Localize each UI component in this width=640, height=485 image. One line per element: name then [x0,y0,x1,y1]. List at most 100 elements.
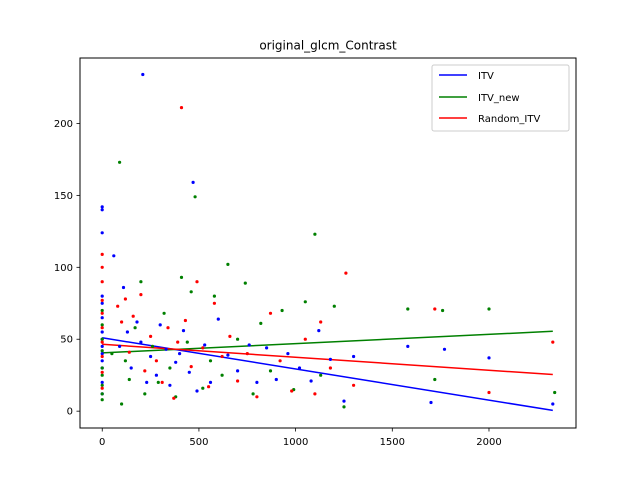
point-0-35 [208,380,213,384]
point-0-8 [100,344,104,348]
point-1-9 [110,352,114,356]
x-tick-label-3: 1500 [380,437,405,448]
point-1-31 [236,337,240,341]
point-2-1 [100,265,104,269]
point-2-32 [236,379,240,383]
point-1-4 [100,366,104,370]
point-0-49 [352,354,356,359]
point-0-25 [158,323,162,327]
point-0-33 [195,389,199,393]
point-0-37 [226,353,230,357]
point-0-2 [100,231,104,235]
point-0-36 [216,317,220,321]
chart-title: original_glcm_Contrast [259,39,397,53]
point-1-34 [259,321,263,325]
point-0-12 [100,380,104,384]
point-1-24 [189,290,193,294]
point-1-33 [251,392,255,396]
point-1-17 [150,344,155,348]
point-2-20 [166,326,170,330]
point-2-8 [100,370,104,374]
point-1-19 [162,311,166,315]
point-2-23 [179,106,184,110]
point-2-21 [172,396,176,400]
point-1-32 [243,281,247,285]
point-0-42 [274,377,278,382]
point-0-19 [135,320,139,324]
point-2-28 [207,385,211,389]
point-2-4 [100,311,104,315]
point-0-21 [141,72,145,77]
point-0-20 [139,340,143,344]
point-2-25 [189,365,193,369]
point-1-22 [179,275,184,279]
point-0-34 [203,343,207,347]
point-0-39 [247,343,251,347]
point-1-13 [127,377,131,382]
point-2-22 [176,340,180,344]
y-tick-label-1: 50 [60,335,73,346]
point-2-7 [100,354,104,359]
point-1-1 [100,323,104,327]
point-0-32 [191,180,195,184]
point-2-2 [100,280,104,284]
point-1-20 [168,366,172,370]
y-tick-label-4: 200 [54,119,73,130]
point-0-44 [297,366,302,370]
point-1-44 [433,377,437,382]
point-1-8 [100,398,104,402]
point-0-18 [129,366,133,370]
point-0-17 [125,330,129,334]
point-0-15 [118,344,122,348]
point-0-47 [328,357,332,361]
point-1-3 [100,349,104,353]
point-2-6 [100,340,104,344]
point-1-41 [332,304,336,308]
point-0-6 [100,330,104,334]
point-0-24 [154,373,158,377]
point-1-47 [553,390,557,395]
point-0-43 [286,352,290,356]
legend: ITV ITV_new Random_ITV [431,64,570,132]
point-2-42 [344,271,348,275]
legend-label-itv-new: ITV_new [478,93,520,104]
y-tick-label-2: 100 [54,263,73,274]
legend-label-random-itv: Random_ITV [478,114,540,125]
point-1-7 [100,392,104,396]
point-2-37 [290,389,294,393]
point-1-40 [319,373,323,377]
point-2-44 [433,307,437,311]
point-2-33 [245,352,249,356]
point-1-42 [342,405,346,409]
point-1-23 [185,340,189,344]
point-2-13 [127,350,131,354]
point-2-26 [195,280,199,284]
point-1-18 [156,380,160,384]
point-2-12 [123,297,127,301]
point-1-12 [123,359,127,363]
point-0-53 [487,356,491,360]
fit-line-2 [102,343,553,376]
point-2-38 [303,337,307,341]
point-0-45 [309,379,313,383]
point-0-52 [442,347,447,351]
point-0-5 [100,316,104,320]
point-2-16 [143,369,147,373]
point-0-1 [100,208,104,212]
point-1-38 [303,300,307,304]
point-1-36 [280,308,284,313]
point-0-41 [265,346,269,350]
legend-box [431,64,570,132]
point-1-0 [100,308,104,313]
point-1-26 [201,386,205,390]
point-2-43 [352,383,356,387]
point-1-27 [208,359,213,363]
point-0-54 [551,402,555,406]
point-2-5 [100,326,104,330]
x-axis: 0 500 1000 1500 2000 [99,428,502,448]
point-0-31 [187,370,191,374]
point-0-22 [145,380,149,384]
point-2-36 [278,359,282,363]
point-0-51 [429,400,433,405]
point-2-39 [313,392,317,396]
